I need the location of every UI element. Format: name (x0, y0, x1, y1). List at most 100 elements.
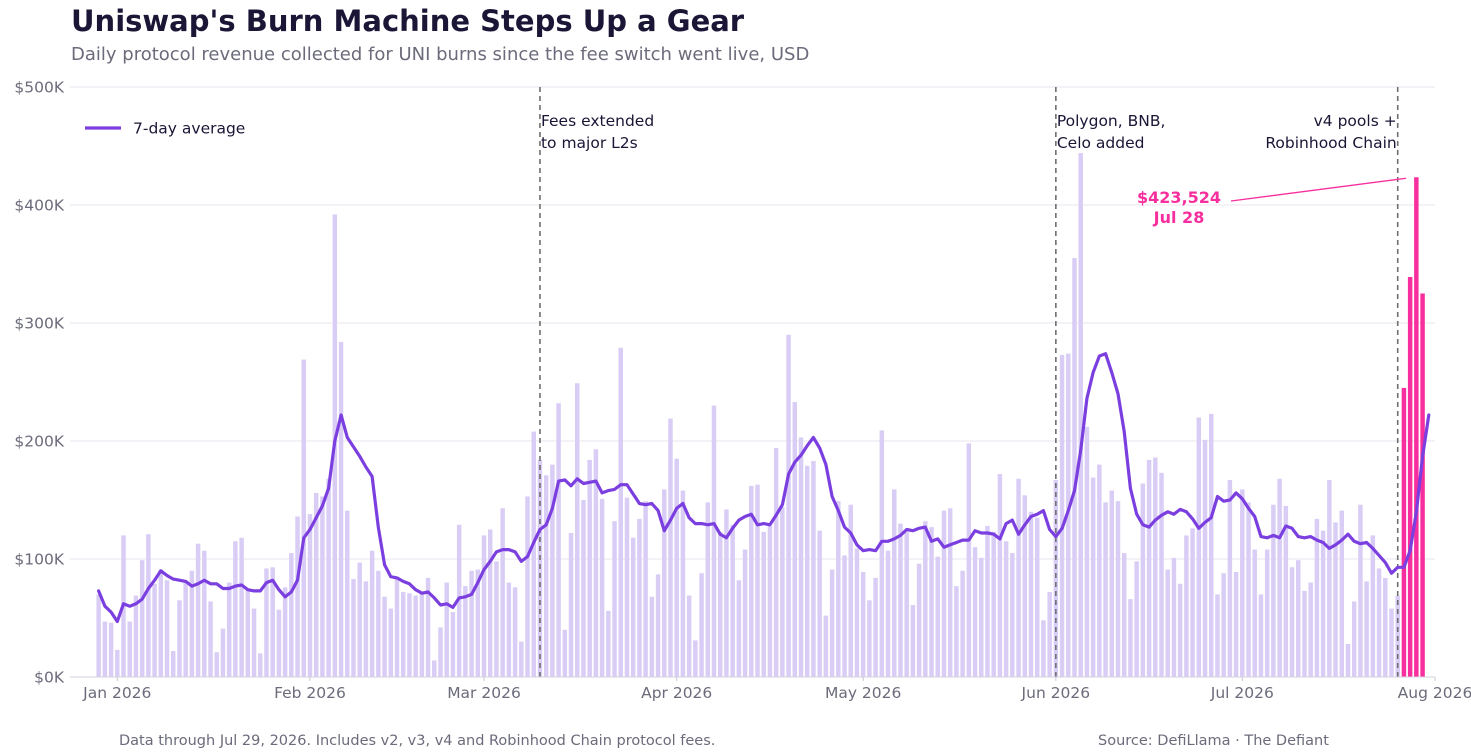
daily-revenue-bar (1407, 276, 1413, 677)
daily-revenue-bar (463, 586, 468, 677)
daily-revenue-bar (1184, 535, 1189, 677)
daily-revenue-bar (512, 587, 518, 677)
daily-revenue-bar (1283, 505, 1289, 677)
daily-revenue-bar (1059, 354, 1065, 677)
daily-revenue-bar (307, 514, 313, 677)
daily-revenue-bar (854, 548, 860, 677)
daily-revenue-bar (767, 525, 773, 677)
daily-revenue-bar (487, 529, 493, 677)
daily-revenue-bar (1084, 426, 1090, 677)
source-credit: Source: DefiLlama · The Defiant (1098, 733, 1329, 749)
y-tick-label: $0K (34, 669, 65, 687)
daily-revenue-bar (991, 531, 996, 677)
daily-revenue-bar (183, 580, 188, 677)
daily-revenue-bar (1165, 569, 1170, 677)
daily-revenue-bar (320, 496, 325, 677)
daily-revenue-bar (568, 533, 574, 677)
daily-revenue-bar (842, 555, 847, 677)
annotation-label: Celo added (1057, 134, 1145, 152)
peak-value-label: $423,524 (1137, 188, 1221, 207)
daily-revenue-bar (519, 641, 524, 677)
daily-revenue-bar (531, 431, 536, 677)
daily-revenue-bar (643, 501, 648, 677)
daily-revenue-bar (867, 600, 872, 677)
daily-revenue-bar (556, 403, 561, 677)
daily-revenue-bar (369, 550, 375, 677)
daily-revenue-bar (1177, 583, 1183, 677)
daily-revenue-bar (388, 608, 394, 677)
daily-revenue-bar (879, 430, 885, 677)
daily-revenue-bar (1202, 439, 1208, 677)
daily-revenue-bar (264, 568, 269, 677)
daily-revenue-bar (966, 443, 972, 677)
daily-revenue-bar (873, 577, 878, 677)
daily-revenue-bar (1003, 541, 1009, 677)
annotation-lines: Fees extended to major L2s Polygon, BNB, Ce… (539, 87, 1399, 677)
daily-revenue-bar (432, 660, 437, 677)
daily-revenue-bar (158, 569, 164, 677)
daily-revenue-bar (152, 583, 157, 677)
daily-revenue-bar (1159, 472, 1164, 677)
y-tick-label: $500K (14, 79, 64, 97)
daily-revenue-bar (618, 347, 623, 677)
daily-revenue-bar (1246, 502, 1251, 677)
x-tick-label: Mar 2026 (447, 684, 521, 702)
daily-revenue-bar (139, 560, 145, 677)
daily-revenue-bar (724, 509, 729, 677)
daily-revenue-bar (624, 497, 630, 677)
daily-revenue-bar (761, 531, 766, 677)
daily-revenue-bar (1034, 517, 1040, 677)
daily-revenue-bar (898, 523, 903, 677)
daily-revenue-bar (220, 628, 226, 677)
daily-revenue-bar (668, 418, 673, 677)
daily-revenue-bar (456, 524, 462, 677)
daily-revenue-bar (382, 596, 387, 677)
daily-revenue-bar (394, 577, 400, 677)
daily-revenue-bar (1277, 478, 1282, 677)
daily-revenue-bar (1370, 535, 1376, 677)
daily-revenue-bar (885, 550, 891, 677)
daily-revenue-bar (438, 627, 443, 677)
daily-revenue-bar (1320, 530, 1326, 677)
daily-revenue-bar (1190, 528, 1195, 677)
daily-revenue-bar (400, 592, 406, 677)
daily-revenue-bar (599, 498, 605, 677)
daily-revenue-bar (127, 621, 132, 677)
peak-pointer (1230, 177, 1407, 202)
daily-revenue-bar (612, 521, 617, 677)
seven-day-average-line (96, 352, 1431, 624)
daily-revenue-bar (947, 508, 953, 677)
daily-revenue-bar (1196, 417, 1202, 677)
daily-revenue-bar (972, 547, 978, 677)
daily-revenue-bar (780, 507, 785, 677)
axes: $0K $100K $200K $300K $400K $500K Jan 2026 Feb … (14, 79, 1471, 703)
daily-revenue-bar (749, 485, 754, 677)
daily-revenue-bar (1171, 557, 1177, 677)
x-tick-label: Apr 2026 (641, 684, 712, 702)
daily-revenue-bar (1376, 568, 1382, 677)
daily-revenue-bar (251, 608, 257, 677)
daily-revenue-bars (96, 153, 1425, 677)
daily-revenue-bar (108, 622, 114, 677)
daily-revenue-bar (1128, 599, 1133, 677)
annotation-label: Robinhood Chain (1265, 134, 1396, 152)
daily-revenue-bar (494, 561, 499, 677)
daily-revenue-bar (276, 609, 282, 677)
daily-revenue-bar (270, 567, 275, 677)
daily-revenue-bar (960, 570, 965, 677)
daily-revenue-bar (823, 615, 829, 677)
daily-revenue-bar (1414, 177, 1419, 677)
daily-revenue-bar (736, 580, 742, 677)
daily-revenue-bar (954, 586, 959, 677)
daily-revenue-bar (146, 534, 151, 677)
daily-revenue-bar (413, 595, 418, 677)
daily-revenue-bar (630, 537, 636, 677)
daily-revenue-bar (450, 612, 456, 677)
daily-revenue-bar (1047, 592, 1052, 677)
daily-revenue-bar (550, 464, 555, 677)
daily-revenue-bar (985, 525, 990, 677)
daily-revenue-bar (407, 593, 412, 677)
daily-revenue-bar (562, 629, 568, 677)
daily-revenue-bar (1016, 478, 1021, 677)
